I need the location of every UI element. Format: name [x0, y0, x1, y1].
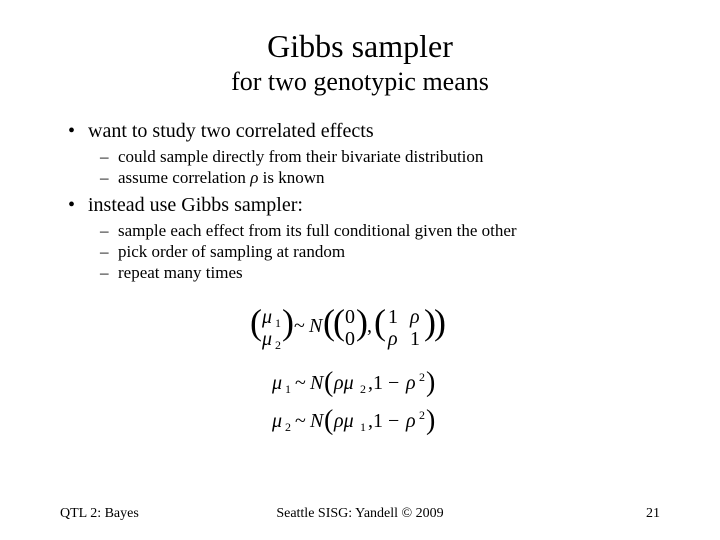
footer-left: QTL 2: Bayes [60, 506, 139, 522]
svg-text:0: 0 [345, 306, 355, 328]
svg-text:1: 1 [410, 328, 420, 350]
svg-text:,1 −: ,1 − [368, 410, 399, 432]
svg-text:2: 2 [360, 382, 366, 396]
footer-page-number: 21 [646, 506, 660, 522]
bullet-item: instead use Gibbs sampler: sample each e… [64, 193, 660, 284]
svg-text:,: , [367, 315, 372, 337]
svg-text:): ) [282, 302, 294, 342]
svg-text:(: ( [374, 302, 386, 342]
svg-text:): ) [426, 405, 435, 436]
svg-text:ρ: ρ [409, 306, 420, 328]
slide-title: Gibbs sampler [60, 28, 660, 65]
svg-text:~: ~ [294, 315, 305, 337]
slide: Gibbs sampler for two genotypic means wa… [0, 0, 720, 540]
formula-block: ( μ1 μ2 ) ~ N ( ( 0 0 ) , ( 1 ρ [60, 299, 660, 449]
svg-text:2: 2 [419, 370, 425, 384]
svg-text:ρμ: ρμ [333, 410, 354, 432]
svg-text:2: 2 [419, 408, 425, 422]
svg-text:N: N [309, 372, 325, 394]
svg-text:): ) [426, 367, 435, 398]
svg-text:): ) [434, 302, 446, 342]
svg-text:ρ: ρ [405, 410, 416, 432]
svg-text:1: 1 [360, 420, 366, 434]
bullet-text: instead use Gibbs sampler: [88, 194, 303, 216]
bullet-list: want to study two correlated effects cou… [64, 119, 660, 283]
formula-svg: ( μ1 μ2 ) ~ N ( ( 0 0 ) , ( 1 ρ [210, 299, 510, 449]
svg-text:μ: μ [271, 372, 282, 394]
sub-bullet-item: assume correlation ρ is known [98, 167, 660, 188]
sub-bullet-list: sample each effect from its full conditi… [98, 220, 660, 284]
sub-bullet-item: sample each effect from its full conditi… [98, 220, 660, 241]
svg-text:~: ~ [295, 372, 306, 394]
svg-text:μ: μ [271, 410, 282, 432]
svg-text:μ: μ [261, 328, 272, 350]
svg-text:ρμ: ρμ [333, 372, 354, 394]
slide-footer: QTL 2: Bayes Seattle SISG: Yandell © 200… [0, 506, 720, 522]
svg-text:2: 2 [285, 420, 291, 434]
sub-bullet-item: repeat many times [98, 262, 660, 283]
svg-text:1: 1 [275, 316, 281, 330]
svg-text:1: 1 [285, 382, 291, 396]
svg-text:N: N [308, 315, 324, 337]
svg-text:(: ( [324, 367, 333, 398]
svg-text:~: ~ [295, 410, 306, 432]
svg-text:1: 1 [388, 306, 398, 328]
slide-subtitle: for two genotypic means [60, 67, 660, 97]
svg-text:ρ: ρ [387, 328, 398, 350]
bullet-text: want to study two correlated effects [88, 120, 374, 142]
svg-text:ρ: ρ [405, 372, 416, 394]
bullet-item: want to study two correlated effects cou… [64, 119, 660, 189]
svg-text:,1 −: ,1 − [368, 372, 399, 394]
svg-text:2: 2 [275, 338, 281, 352]
svg-text:N: N [309, 410, 325, 432]
svg-text:(: ( [250, 302, 262, 342]
sub-bullet-item: pick order of sampling at random [98, 241, 660, 262]
sub-bullet-item: could sample directly from their bivaria… [98, 146, 660, 167]
svg-text:0: 0 [345, 328, 355, 350]
svg-text:(: ( [324, 405, 333, 436]
svg-text:(: ( [333, 302, 345, 342]
sub-bullet-list: could sample directly from their bivaria… [98, 146, 660, 189]
svg-text:μ: μ [261, 306, 272, 328]
